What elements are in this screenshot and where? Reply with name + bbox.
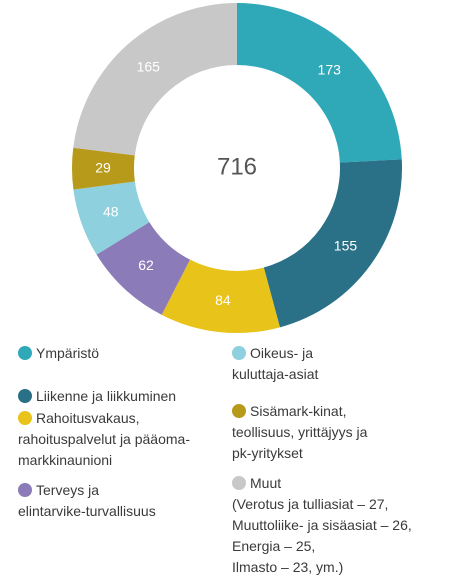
center-label: 716	[217, 153, 257, 180]
slice	[73, 3, 237, 156]
chart: 716 173 155 84 62 48 29 165	[72, 3, 402, 333]
legend-swatch	[18, 483, 32, 497]
slice	[73, 181, 150, 255]
legend-swatch	[18, 346, 32, 360]
slice-label: 62	[138, 257, 154, 273]
legend-label: Muut	[250, 475, 282, 491]
legend-label: Ympäristö	[36, 345, 100, 361]
legend-item: Terveys ja elintarvike-turvallisuus	[18, 480, 156, 522]
legend-item: Muut	[232, 473, 281, 494]
legend-label: Liikenne ja liikkuminen	[36, 388, 177, 404]
legend-item: Liikenne ja liikkuminen	[18, 386, 176, 407]
legend-note: (Verotus ja tulliasiat – 27, Muuttoliike…	[232, 496, 412, 575]
slice	[72, 147, 135, 190]
slice	[237, 3, 402, 163]
legend-label: Rahoitusvakaus, rahoituspalvelut ja pääo…	[18, 410, 190, 468]
slice-label: 165	[137, 58, 161, 74]
slice-label: 84	[215, 292, 231, 308]
slice-label: 29	[95, 159, 111, 175]
slice	[161, 259, 280, 333]
legend-swatch	[232, 404, 246, 418]
slice	[96, 222, 190, 315]
legend-label: Terveys ja elintarvike-turvallisuus	[18, 482, 156, 519]
slice-label: 155	[334, 237, 358, 253]
legend-item: Oikeus- ja kuluttaja-asiat	[232, 343, 318, 385]
legend-item: Rahoitusvakaus, rahoituspalvelut ja pääo…	[18, 408, 190, 471]
legend-label: Sisämark-kinat, teollisuus, yrittäjyys j…	[232, 403, 368, 461]
legend-label: Oikeus- ja kuluttaja-asiat	[232, 345, 319, 382]
legend-swatch	[18, 411, 32, 425]
slice-label: 173	[318, 61, 342, 77]
legend-swatch	[232, 346, 246, 360]
legend-swatch	[232, 476, 246, 490]
legend-item: Sisämark-kinat, teollisuus, yrittäjyys j…	[232, 401, 367, 464]
slice	[263, 159, 402, 328]
slice-label: 48	[103, 204, 119, 220]
legend-item: Ympäristö	[18, 343, 99, 364]
legend-swatch	[18, 389, 32, 403]
